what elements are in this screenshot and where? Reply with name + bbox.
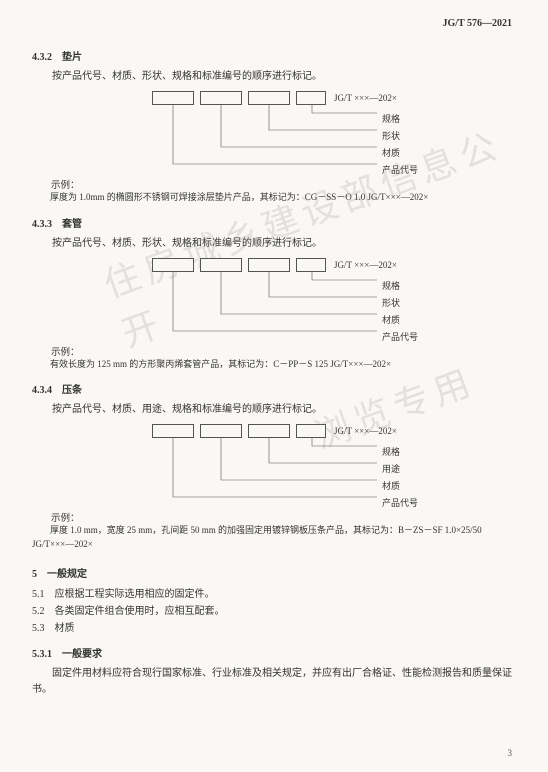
label-column: 规格 形状 材质 产品代号 <box>382 111 418 179</box>
heading-432: 4.3.2 垫片 <box>32 48 516 63</box>
example-text-434: 厚度 1.0 mm，宽度 25 mm，孔间距 50 mm 的加强固定用镀锌钢板压… <box>32 524 516 551</box>
page-number: 3 <box>508 748 513 758</box>
diagram-box <box>248 91 290 105</box>
diagram-label: 规格 <box>382 278 418 295</box>
desc-434: 按产品代号、材质、用途、规格和标准编号的顺序进行标记。 <box>32 402 516 418</box>
diagram-432: JG/T ×××—202× 规格 形状 材质 产品代号 <box>152 91 516 175</box>
standard-code: JG/T 576—2021 <box>442 18 512 29</box>
diagram-box <box>200 424 242 438</box>
diagram-box <box>248 258 290 272</box>
diagram-label: 产品代号 <box>382 495 418 512</box>
bracket-lines <box>152 438 382 508</box>
label-column: 规格 用途 材质 产品代号 <box>382 444 418 512</box>
diagram-label: 形状 <box>382 128 418 145</box>
diagram-label: 材质 <box>382 312 418 329</box>
example-text-433: 有效长度为 125 mm 的方形聚丙烯套管产品，其标记为：C－PP－S 125 … <box>32 358 516 372</box>
diagram-box <box>296 91 326 105</box>
diagram-box <box>248 424 290 438</box>
diagram-box <box>152 258 194 272</box>
example-text-432: 厚度为 1.0mm 的椭圆形不锈钢可焊接涂层垫片产品，其标记为：CG－SS－O … <box>32 191 516 205</box>
label-column: 规格 形状 材质 产品代号 <box>382 278 418 346</box>
desc-432: 按产品代号、材质、形状、规格和标准编号的顺序进行标记。 <box>32 69 516 85</box>
diagram-label: 形状 <box>382 295 418 312</box>
diagram-box <box>296 424 326 438</box>
item-51: 5.1 应根据工程实际选用相应的固定件。 <box>32 586 516 603</box>
desc-433: 按产品代号、材质、形状、规格和标准编号的顺序进行标记。 <box>32 236 516 252</box>
heading-433: 4.3.3 套管 <box>32 215 516 230</box>
diagram-label: 规格 <box>382 444 418 461</box>
diagram-434: JG/T ×××—202× 规格 用途 材质 产品代号 <box>152 424 516 508</box>
heading-434: 4.3.4 压条 <box>32 381 516 396</box>
item-52: 5.2 各类固定件组合使用时，应相互配套。 <box>32 603 516 620</box>
diagram-end-label: JG/T ×××—202× <box>334 260 397 270</box>
example-label-432: 示例： <box>32 177 516 191</box>
diagram-box <box>200 91 242 105</box>
diagram-label: 材质 <box>382 145 418 162</box>
text-531: 固定件用材料应符合现行国家标准、行业标准及相关规定，并应有出厂合格证、性能检测报… <box>32 666 516 698</box>
example-label-434: 示例： <box>32 510 516 524</box>
heading-531: 5.3.1 一般要求 <box>32 645 516 660</box>
diagram-label: 产品代号 <box>382 162 418 179</box>
diagram-end-label: JG/T ×××—202× <box>334 426 397 436</box>
item-53: 5.3 材质 <box>32 620 516 637</box>
diagram-label: 产品代号 <box>382 329 418 346</box>
diagram-label: 规格 <box>382 111 418 128</box>
diagram-label: 用途 <box>382 461 418 478</box>
diagram-end-label: JG/T ×××—202× <box>334 93 397 103</box>
example-label-433: 示例： <box>32 344 516 358</box>
heading-5: 5 一般规定 <box>32 565 516 580</box>
diagram-box <box>152 91 194 105</box>
bracket-lines <box>152 105 382 175</box>
bracket-lines <box>152 272 382 342</box>
diagram-box <box>152 424 194 438</box>
diagram-label: 材质 <box>382 478 418 495</box>
diagram-433: JG/T ×××—202× 规格 形状 材质 产品代号 <box>152 258 516 342</box>
diagram-box <box>296 258 326 272</box>
diagram-box <box>200 258 242 272</box>
